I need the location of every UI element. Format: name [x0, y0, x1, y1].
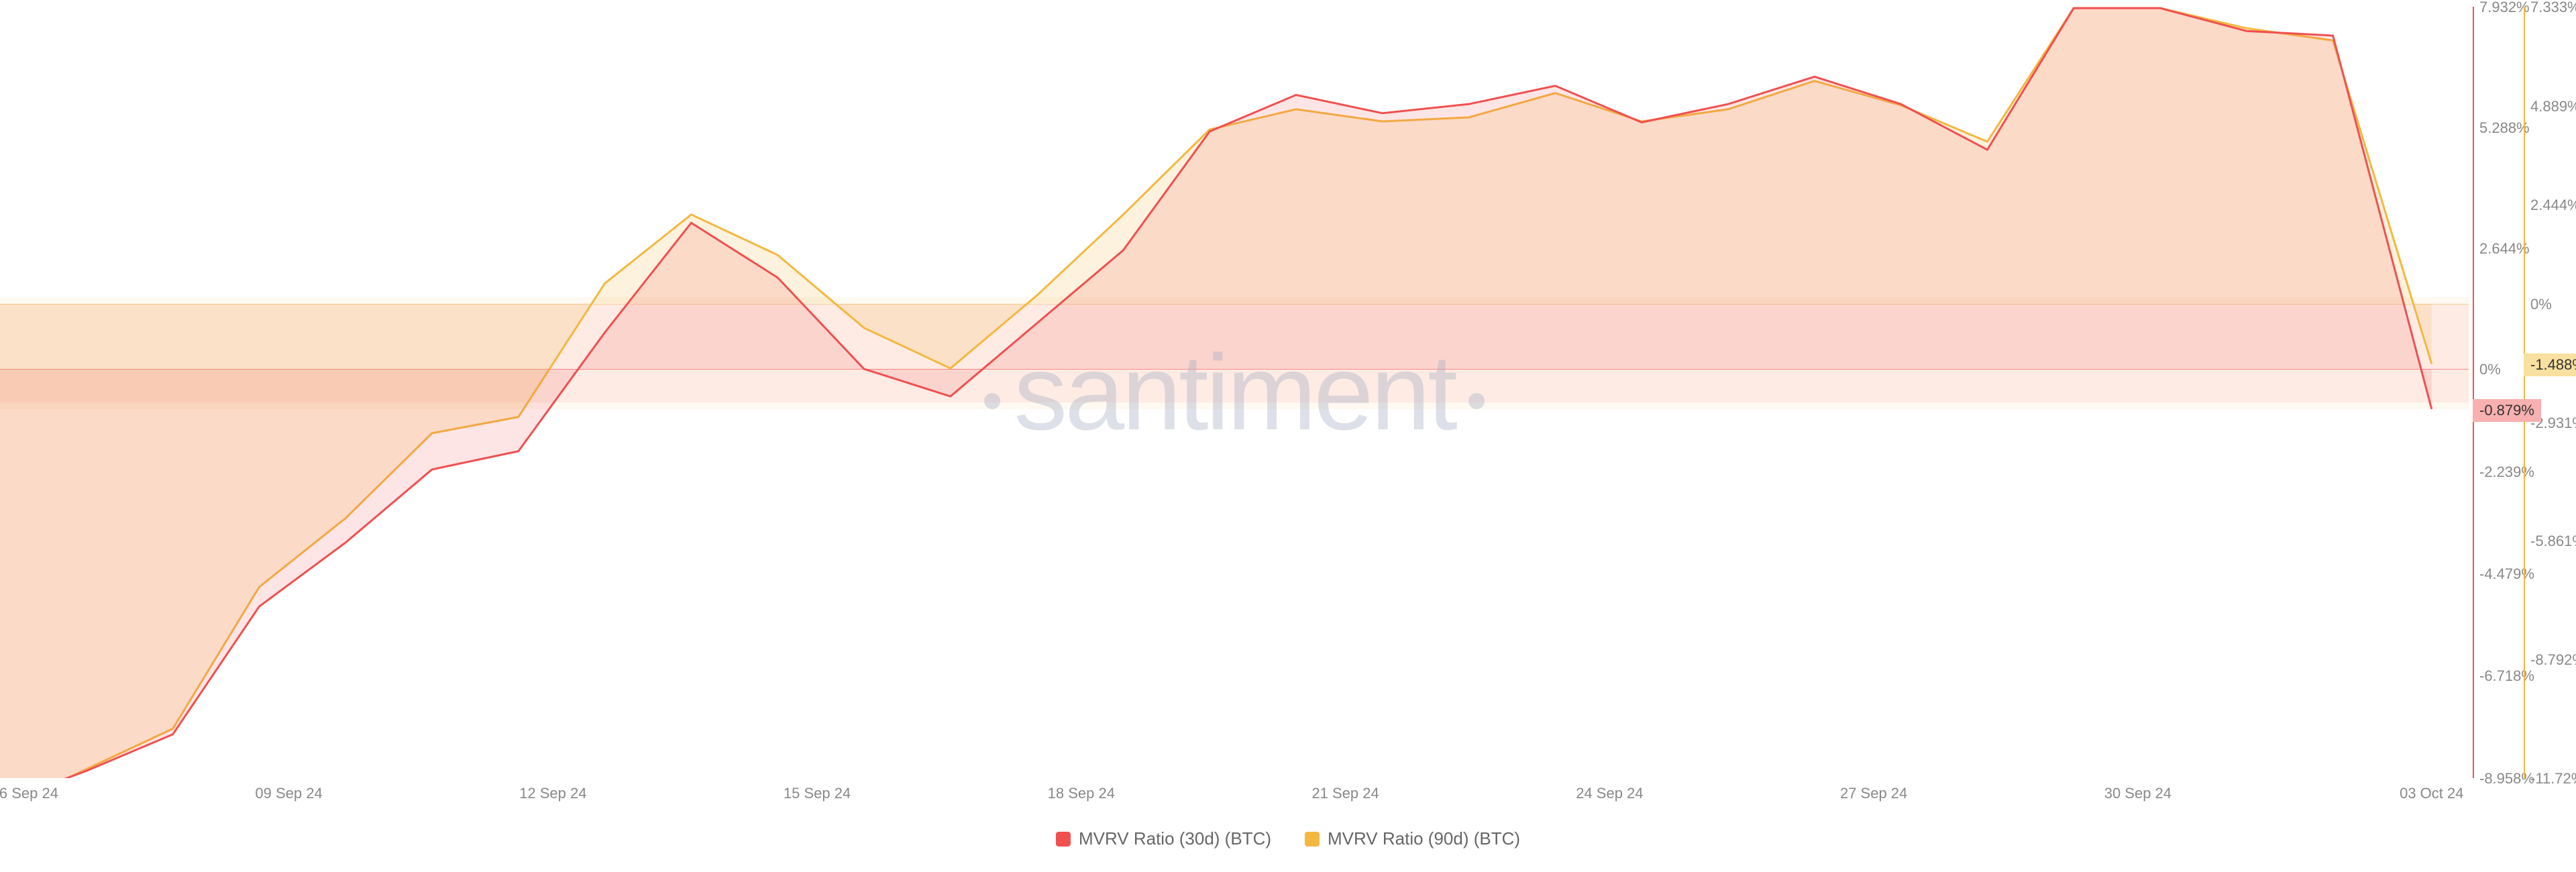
- last-value-badge-90d: -1.488%: [2524, 353, 2576, 376]
- chart-container: santiment 7.932%5.288%2.644%0%-2.239%-4.…: [0, 0, 2469, 805]
- y-axis-90d: 7.333%4.889%2.444%0%-2.931%-5.861%-8.792…: [2524, 7, 2571, 778]
- legend: MVRV Ratio (30d) (BTC) MVRV Ratio (90d) (…: [1056, 828, 1520, 849]
- x-tick-label: 09 Sep 24: [255, 785, 322, 802]
- legend-item[interactable]: MVRV Ratio (30d) (BTC): [1056, 828, 1271, 849]
- x-tick-label: 15 Sep 24: [784, 785, 851, 802]
- legend-item[interactable]: MVRV Ratio (90d) (BTC): [1305, 828, 1520, 849]
- plot-area: santiment: [0, 7, 2469, 778]
- y-tick-label: 4.889%: [2530, 98, 2576, 115]
- y-tick-label: -5.861%: [2530, 533, 2576, 550]
- y-tick-label: -8.792%: [2530, 651, 2576, 669]
- x-tick-label: 27 Sep 24: [1840, 785, 1907, 802]
- y-tick-label: 0%: [2530, 296, 2552, 313]
- y-tick-label: 0%: [2479, 361, 2501, 378]
- legend-swatch: [1305, 832, 1320, 847]
- x-tick-label: 18 Sep 24: [1048, 785, 1115, 802]
- y-axis-30d: 7.932%5.288%2.644%0%-2.239%-4.479%-6.718…: [2473, 7, 2520, 778]
- x-tick-label: 30 Sep 24: [2104, 785, 2171, 802]
- last-value-badge-30d: -0.879%: [2473, 399, 2541, 422]
- y-tick-label: 7.932%: [2479, 0, 2530, 16]
- legend-label: MVRV Ratio (90d) (BTC): [1328, 828, 1520, 849]
- y-tick-label: 2.644%: [2479, 240, 2530, 258]
- legend-swatch: [1056, 832, 1071, 847]
- x-axis: 06 Sep 24 09 Sep 24 12 Sep 24 15 Sep 24 18 S…: [0, 785, 2469, 805]
- x-tick-label: 12 Sep 24: [519, 785, 586, 802]
- y-tick-label: 7.333%: [2530, 0, 2576, 16]
- chart-svg: [0, 7, 2469, 778]
- y-tick-label: 5.288%: [2479, 119, 2530, 137]
- y-tick-label: 2.444%: [2530, 197, 2576, 214]
- legend-label: MVRV Ratio (30d) (BTC): [1079, 828, 1271, 849]
- x-tick-label: 21 Sep 24: [1311, 785, 1379, 802]
- x-tick-label: 24 Sep 24: [1576, 785, 1643, 802]
- y-tick-label: -11.72%: [2530, 770, 2576, 787]
- x-tick-label: 06 Sep 24: [0, 785, 58, 802]
- x-tick-label: 03 Oct 24: [2400, 785, 2463, 802]
